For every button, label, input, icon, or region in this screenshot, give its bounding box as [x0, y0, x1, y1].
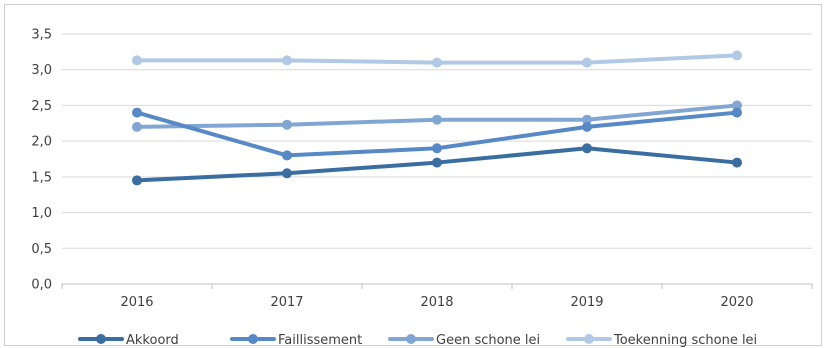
data-point	[132, 175, 142, 186]
series-lines	[132, 50, 742, 186]
data-point	[732, 50, 742, 61]
legend-swatch-marker	[248, 334, 258, 344]
y-tick-label: 1,0	[31, 206, 52, 221]
chart-frame	[4, 4, 822, 346]
y-tick-label: 3,5	[31, 28, 52, 43]
data-point	[582, 121, 592, 132]
x-tick-label: 2017	[270, 295, 303, 310]
series-faillissement	[132, 107, 742, 161]
data-point	[582, 114, 592, 125]
series-geen-schone-lei	[132, 100, 742, 132]
x-tick-label: 2020	[720, 295, 753, 310]
y-axis-tick-labels: 0,0 0,5 1,0 1,5 2,0 2,5 3,0 3,5	[31, 28, 52, 293]
data-point	[582, 57, 592, 68]
legend-item: Faillissement	[230, 333, 362, 348]
legend-swatch-marker	[584, 334, 594, 344]
x-axis-tick-labels: 2016 2017 2018 2019 2020	[120, 295, 753, 310]
legend-item: Akkoord	[78, 333, 179, 348]
series-akkoord	[132, 143, 742, 186]
legend-swatch-marker	[96, 334, 106, 344]
data-point	[282, 119, 292, 130]
data-point	[432, 114, 442, 125]
legend-label: Geen schone lei	[436, 333, 540, 348]
y-tick-label: 0,0	[31, 278, 52, 293]
data-point	[432, 143, 442, 154]
x-tick-label: 2018	[420, 295, 453, 310]
legend-label: Toekenning schone lei	[613, 333, 757, 348]
legend-label: Faillissement	[278, 333, 362, 348]
data-point	[732, 100, 742, 111]
data-point	[132, 55, 142, 66]
y-tick-label: 1,5	[31, 170, 52, 185]
x-tick-label: 2016	[120, 295, 153, 310]
y-tick-label: 0,5	[31, 242, 52, 257]
data-point	[732, 107, 742, 118]
y-tick-label: 2,0	[31, 135, 52, 150]
y-tick-label: 2,5	[31, 99, 52, 114]
y-tick-label: 3,0	[31, 63, 52, 78]
data-point	[132, 107, 142, 118]
data-point	[432, 157, 442, 168]
legend: Akkoord Faillissement Geen schone lei Toeke…	[78, 333, 757, 348]
data-point	[132, 121, 142, 132]
legend-item: Toekenning schone lei	[566, 333, 757, 348]
data-point	[732, 157, 742, 168]
data-point	[282, 168, 292, 179]
data-point	[282, 55, 292, 66]
data-point	[582, 143, 592, 154]
legend-label: Akkoord	[126, 333, 179, 348]
x-tick-label: 2019	[570, 295, 603, 310]
series-toekenning-schone-lei	[132, 50, 742, 68]
data-point	[282, 150, 292, 161]
legend-swatch-marker	[406, 334, 416, 344]
data-point	[432, 57, 442, 68]
legend-item: Geen schone lei	[388, 333, 540, 348]
